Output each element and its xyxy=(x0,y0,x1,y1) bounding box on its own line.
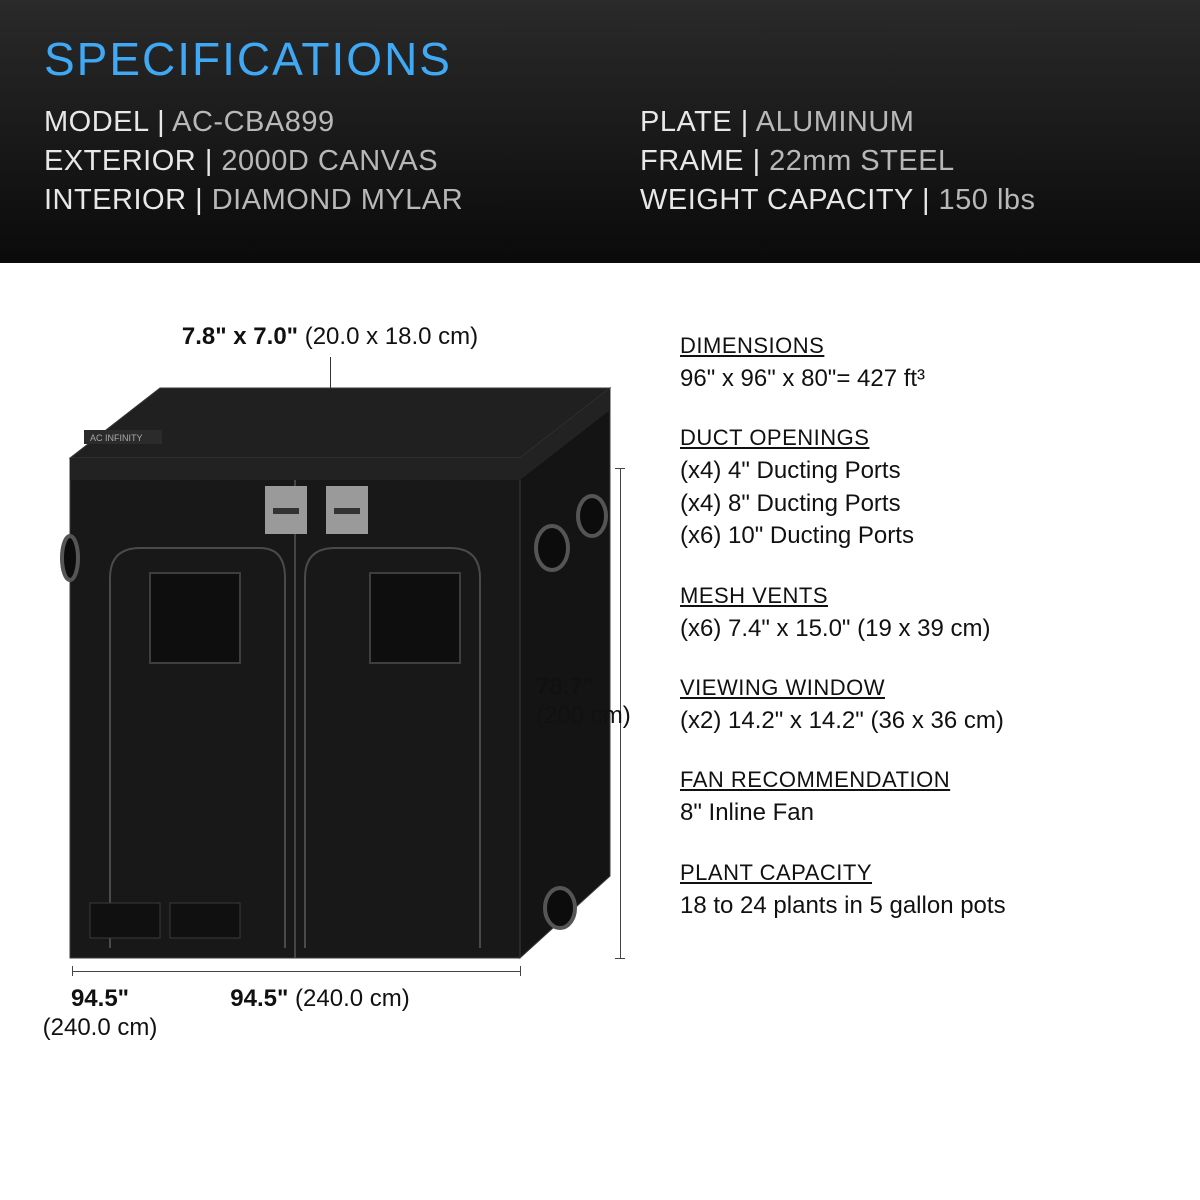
spec-row: EXTERIOR | 2000D CANVAS xyxy=(44,145,560,178)
specs-title: SPECIFICATIONS xyxy=(44,32,1156,86)
callout-height: 78.7" (200 cm) xyxy=(536,673,646,731)
spec-row: WEIGHT CAPACITY | 150 lbs xyxy=(640,184,1156,217)
spec-row: MODEL | AC-CBA899 xyxy=(44,106,560,139)
callout-width: 94.5" (240.0 cm) xyxy=(180,985,460,1014)
specs-col-right: PLATE | ALUMINUM FRAME | 22mm STEEL WEIG… xyxy=(640,106,1156,223)
bracket-width xyxy=(72,971,520,972)
detail-dimensions: DIMENSIONS 96" x 96" x 80"= 427 ft³ xyxy=(680,333,1160,395)
specs-col-left: MODEL | AC-CBA899 EXTERIOR | 2000D CANVA… xyxy=(44,106,560,223)
spec-row: FRAME | 22mm STEEL xyxy=(640,145,1156,178)
detail-plant-capacity: PLANT CAPACITY 18 to 24 plants in 5 gall… xyxy=(680,860,1160,922)
spec-row: PLATE | ALUMINUM xyxy=(640,106,1156,139)
details-column: DIMENSIONS 96" x 96" x 80"= 427 ft³ DUCT… xyxy=(650,323,1160,1083)
body: 7.8" x 7.0" (20.0 x 18.0 cm) AC INFINITY xyxy=(0,263,1200,1123)
specs-header: SPECIFICATIONS MODEL | AC-CBA899 EXTERIO… xyxy=(0,0,1200,263)
specs-grid: MODEL | AC-CBA899 EXTERIOR | 2000D CANVA… xyxy=(44,106,1156,223)
detail-mesh-vents: MESH VENTS (x6) 7.4" x 15.0" (19 x 39 cm… xyxy=(680,583,1160,645)
detail-viewing-window: VIEWING WINDOW (x2) 14.2" x 14.2" (36 x … xyxy=(680,675,1160,737)
spec-row: INTERIOR | DIAMOND MYLAR xyxy=(44,184,560,217)
detail-fan-rec: FAN RECOMMENDATION 8" Inline Fan xyxy=(680,767,1160,829)
callout-top-plate: 7.8" x 7.0" (20.0 x 18.0 cm) xyxy=(140,323,520,352)
detail-duct-openings: DUCT OPENINGS (x4) 4" Ducting Ports (x4)… xyxy=(680,425,1160,552)
callout-depth: 94.5" (240.0 cm) xyxy=(40,985,160,1043)
brand-label: AC INFINITY xyxy=(90,433,143,443)
product-diagram: 7.8" x 7.0" (20.0 x 18.0 cm) AC INFINITY xyxy=(40,323,650,1083)
